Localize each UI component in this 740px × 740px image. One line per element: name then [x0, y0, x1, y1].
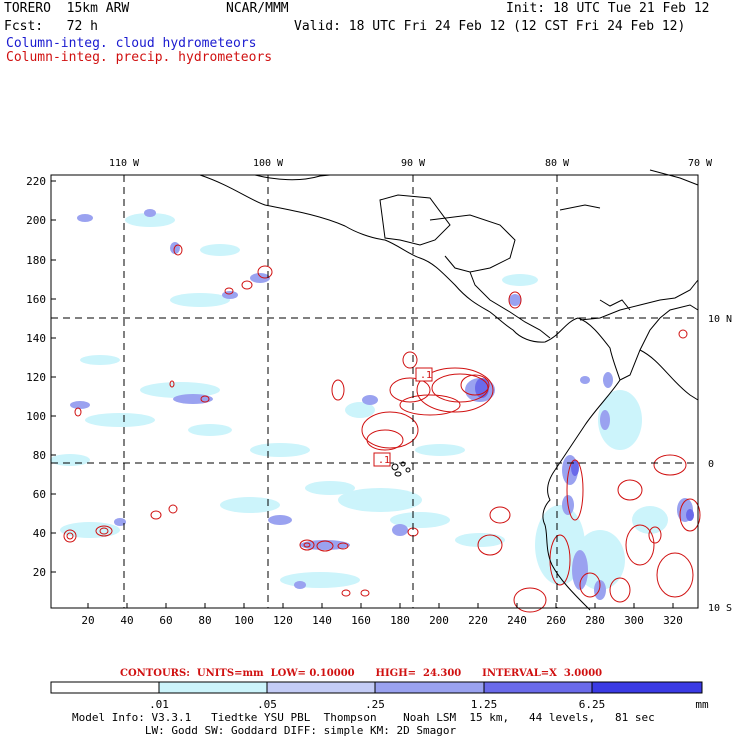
- cbar-label-1: .05: [257, 698, 277, 711]
- y-tick-160: 160: [26, 293, 46, 306]
- x-tick-200: 200: [429, 614, 449, 627]
- cbar-bin-1: [158, 681, 268, 694]
- contour-info: CONTOURS: UNITS=mm LOW= 0.10000 HIGH= 24…: [120, 668, 603, 679]
- y-tick-100: 100: [26, 410, 46, 423]
- y-tick-180: 180: [26, 254, 46, 267]
- y-tick-140: 140: [26, 332, 46, 345]
- left-tick-marks: [51, 180, 56, 573]
- model-info-line2: LW: Godd SW: Goddard DIFF: simple KM: 2D…: [72, 724, 457, 737]
- center-name: NCAR/MMM: [226, 1, 289, 16]
- x-tick-220: 220: [468, 614, 488, 627]
- model-title: TORERO 15km ARW: [4, 1, 130, 16]
- precip-contours: [63, 244, 701, 613]
- coastlines: [199, 169, 699, 611]
- field-cloud-label: Column-integ. cloud hydrometeors: [6, 36, 257, 51]
- x-tick-300: 300: [624, 614, 644, 627]
- cloud-hydrometeor-fill: [50, 213, 668, 590]
- model-info-line1: Model Info: V3.3.1 Tiedtke YSU PBL Thomp…: [72, 711, 655, 724]
- cloud-hydrometeor-heavy: [475, 378, 694, 521]
- lat-lon-grid: [51, 175, 698, 608]
- galapagos-islands: [391, 461, 411, 477]
- forecast-hour: Fcst: 72 h: [4, 19, 98, 34]
- x-tick-120: 120: [273, 614, 293, 627]
- y-tick-40: 40: [33, 527, 46, 540]
- lon-label-90w: 90 W: [401, 158, 426, 169]
- x-tick-40: 40: [120, 614, 133, 627]
- lon-label-70w: 70 W: [688, 158, 713, 169]
- contour-label-text-2: .1: [378, 455, 390, 466]
- x-tick-80: 80: [198, 614, 211, 627]
- contour-label-text-1: .1: [420, 370, 432, 381]
- cbar-label-2: .25: [365, 698, 385, 711]
- cbar-bin-5: [591, 681, 703, 694]
- x-tick-20: 20: [81, 614, 94, 627]
- contour-label-2: .1: [373, 452, 391, 467]
- bottom-tick-marks: [87, 603, 674, 608]
- cbar-label-3: 1.25: [470, 698, 498, 711]
- map-frame: [50, 174, 699, 609]
- lon-label-100w: 100 W: [253, 158, 284, 169]
- map-panel: .1 .1 110 W 100 W 9: [26, 158, 732, 627]
- lat-label-10s: 10 S: [708, 603, 732, 614]
- x-tick-320: 320: [663, 614, 683, 627]
- lon-label-110w: 110 W: [109, 158, 140, 169]
- y-tick-20: 20: [33, 566, 46, 579]
- lon-label-80w: 80 W: [545, 158, 570, 169]
- x-tick-180: 180: [390, 614, 410, 627]
- x-tick-160: 160: [351, 614, 371, 627]
- x-tick-140: 140: [312, 614, 332, 627]
- cbar-bin-0: [50, 681, 160, 694]
- cbar-label-0: .01: [149, 698, 169, 711]
- cbar-bin-2: [266, 681, 376, 694]
- y-tick-80: 80: [33, 449, 46, 462]
- contour-label-1: .1: [415, 367, 433, 382]
- color-bar: [50, 681, 703, 694]
- y-tick-220: 220: [26, 175, 46, 188]
- y-tick-200: 200: [26, 214, 46, 227]
- x-tick-260: 260: [546, 614, 566, 627]
- lat-label-10n: 10 N: [708, 314, 732, 325]
- y-tick-120: 120: [26, 371, 46, 384]
- x-tick-60: 60: [159, 614, 172, 627]
- y-tick-60: 60: [33, 488, 46, 501]
- x-tick-100: 100: [234, 614, 254, 627]
- cbar-bin-3: [374, 681, 485, 694]
- x-tick-280: 280: [585, 614, 605, 627]
- x-tick-240: 240: [507, 614, 527, 627]
- lat-label-0: 0: [708, 459, 714, 470]
- cbar-label-4: 6.25: [578, 698, 606, 711]
- init-time: Init: 18 UTC Tue 21 Feb 12: [506, 1, 710, 16]
- cbar-bin-4: [483, 681, 593, 694]
- valid-time: Valid: 18 UTC Fri 24 Feb 12 (12 CST Fri …: [294, 19, 686, 34]
- field-precip-label: Column-integ. precip. hydrometeors: [6, 50, 273, 65]
- cbar-units: mm: [695, 698, 709, 711]
